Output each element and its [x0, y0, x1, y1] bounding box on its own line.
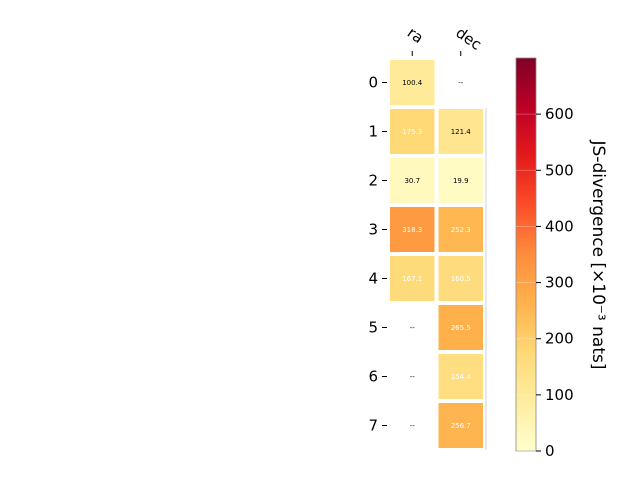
row-label-6: 6 — [368, 368, 378, 386]
heatmap-cell — [390, 60, 435, 105]
heatmap-cells: 100.4 -- 175.3 121.4 30.7 19.9 318.3 252.3 167.1… — [390, 60, 483, 448]
colorbar-tick-label: 600 — [545, 105, 574, 123]
heatmap-cell — [438, 305, 483, 350]
column-labels: ra dec — [404, 24, 485, 56]
cell-value-label: -- — [458, 79, 464, 87]
cell-value-label: 256.7 — [451, 422, 471, 430]
colorbar-tick-label: 300 — [545, 274, 574, 292]
heatmap-cell — [390, 256, 435, 301]
row-label-7: 7 — [368, 417, 378, 435]
colorbar-tick-label: 100 — [545, 386, 574, 404]
cell-value-label: 19.9 — [453, 177, 469, 185]
heatmap-cell — [390, 158, 435, 203]
cell-value-label: 167.1 — [402, 275, 422, 283]
cell-value-label: 100.4 — [402, 79, 423, 87]
heatmap-cell — [390, 207, 435, 252]
row-label-4: 4 — [368, 270, 378, 288]
heatmap-cell — [438, 109, 483, 154]
heatmap-cell — [390, 109, 435, 154]
cell-value-label: -- — [410, 324, 416, 332]
cell-value-label: -- — [410, 422, 416, 430]
cell-value-label: 154.4 — [451, 373, 472, 381]
cell-value-label: 121.4 — [451, 128, 472, 136]
colorbar-tick-label: 0 — [545, 442, 555, 460]
colorbar-tick-label: 400 — [545, 217, 574, 235]
row-labels: 0 1 2 3 4 5 6 7 — [368, 74, 387, 435]
colorbar: 0 100 200 300 400 500 600 JS-divergence [×10⁻³… — [515, 57, 608, 460]
heatmap-cell — [438, 256, 483, 301]
cell-value-label: 265.5 — [451, 324, 471, 332]
heatmap-cell — [438, 403, 483, 448]
heatmap-cell — [438, 158, 483, 203]
cell-value-label: -- — [410, 373, 416, 381]
row-label-3: 3 — [368, 221, 378, 239]
colorbar-tick-label: 500 — [545, 161, 574, 179]
row-label-0: 0 — [368, 74, 378, 92]
row-label-5: 5 — [368, 319, 378, 337]
colorbar-gradient — [515, 57, 537, 452]
column-label-dec: dec — [452, 24, 484, 54]
cell-value-label: 175.3 — [402, 128, 422, 136]
colorbar-tick-label: 200 — [545, 330, 574, 348]
heatmap-cell — [438, 354, 483, 399]
heatmap-cell — [438, 207, 483, 252]
cell-value-label: 318.3 — [402, 226, 422, 234]
colorbar-label: JS-divergence [×10⁻³ nats] — [588, 140, 608, 370]
cell-value-label: 30.7 — [404, 177, 420, 185]
cell-value-label: 252.3 — [451, 226, 471, 234]
cell-value-label: 160.5 — [451, 275, 471, 283]
row-label-1: 1 — [368, 123, 378, 141]
colorbar-ticks: 0 100 200 300 400 500 600 — [516, 105, 574, 460]
column-label-ra: ra — [404, 24, 427, 48]
row-label-2: 2 — [368, 172, 378, 190]
